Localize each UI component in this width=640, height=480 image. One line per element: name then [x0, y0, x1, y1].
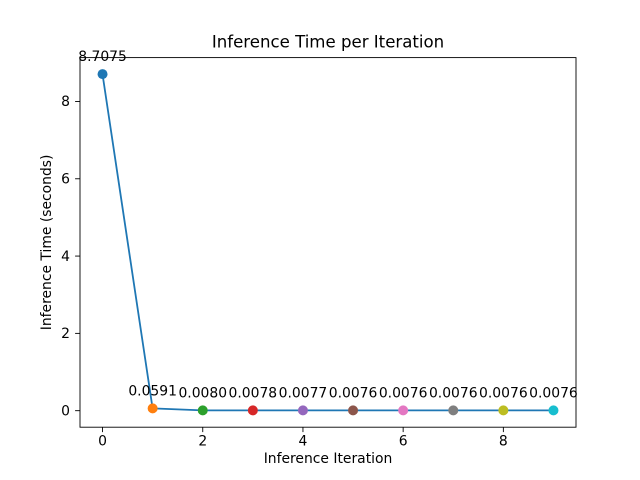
y-tick-label: 2	[61, 326, 70, 342]
chart-title: Inference Time per Iteration	[212, 33, 444, 52]
point-value-label: 0.0080	[178, 385, 227, 401]
axis-ticks: 0 2 4 6 8 0 2 4 6 8	[61, 94, 508, 450]
plot-area-border	[79, 57, 577, 428]
x-tick-label: 6	[399, 434, 408, 450]
point-value-label: 0.0591	[128, 383, 177, 399]
trend-line	[101, 73, 555, 412]
x-tick-label: 4	[299, 434, 308, 450]
y-tick-label: 4	[61, 249, 70, 265]
x-axis-label: Inference Iteration	[264, 451, 393, 467]
data-point	[147, 403, 158, 414]
y-tick-label: 0	[61, 403, 70, 419]
point-value-label: 8.7075	[78, 49, 127, 65]
data-point	[498, 405, 509, 416]
point-value-label: 0.0076	[329, 385, 378, 401]
data-point	[97, 69, 108, 80]
y-tick-label: 6	[61, 171, 70, 187]
point-value-label: 0.0077	[279, 385, 328, 401]
data-point	[448, 405, 459, 416]
data-point	[348, 405, 359, 416]
y-tick-label: 8	[61, 94, 70, 110]
point-value-label: 0.0076	[429, 385, 478, 401]
data-point	[247, 405, 258, 416]
x-tick-label: 2	[198, 434, 207, 450]
y-axis-label: Inference Time (seconds)	[39, 155, 55, 331]
data-point	[548, 405, 559, 416]
point-value-label: 0.0076	[479, 385, 528, 401]
point-value-label: 0.0076	[379, 385, 428, 401]
point-value-label: 0.0078	[229, 385, 278, 401]
point-value-label: 0.0076	[529, 385, 578, 401]
data-point	[297, 405, 308, 416]
data-point	[197, 405, 208, 416]
data-point	[398, 405, 409, 416]
x-tick-label: 8	[499, 434, 508, 450]
x-tick-label: 0	[98, 434, 107, 450]
